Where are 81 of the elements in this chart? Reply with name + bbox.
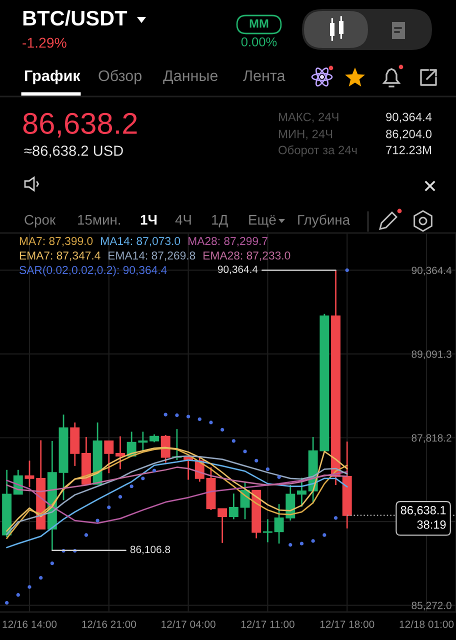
text: EMA28: 87,233.0: [204, 251, 290, 261]
text: 1Ч: [140, 215, 157, 225]
text: -1.29%: [22, 38, 66, 48]
candlestick: [104, 440, 114, 474]
y-tick-label: 89,091.3: [412, 350, 452, 360]
point: [28, 585, 32, 589]
text: 90,364.4: [386, 112, 432, 123]
point: [39, 576, 43, 580]
text: Срок: [24, 214, 56, 228]
text: MA28: 87,299.7: [188, 236, 268, 246]
text: 1Д: [212, 215, 228, 228]
x-tick-label: 12/17 18:00: [320, 620, 374, 628]
chart-title: BTC/USDT: [23, 10, 128, 26]
point: [334, 516, 338, 520]
text: SAR(0.02,0.02,0.2): 90,364.4: [20, 266, 167, 276]
text: Лента: [243, 70, 286, 82]
point: [152, 468, 156, 472]
text: 712.23M: [386, 146, 432, 154]
point: [96, 518, 100, 522]
text: MM: [250, 19, 268, 28]
text: 86,204.0: [386, 130, 432, 140]
point: [220, 428, 224, 432]
line-series: [6, 471, 348, 524]
point: [84, 533, 88, 537]
text: 4Ч: [175, 215, 191, 225]
text: MA14: 87,073.0: [101, 236, 180, 246]
x-tick-label: 12/17 11:00: [241, 620, 294, 628]
text: Данные: [163, 70, 218, 84]
point: [4, 600, 9, 605]
point: [107, 506, 111, 510]
point: [16, 593, 20, 597]
text: Глубина: [298, 214, 350, 228]
point: [186, 414, 190, 418]
point: [254, 458, 258, 462]
candlestick: [24, 460, 34, 488]
y-tick-label: 87,818.2: [412, 434, 452, 443]
point: [266, 467, 270, 472]
candlestick: [297, 477, 306, 508]
text: Ещё: [249, 215, 276, 228]
point: [277, 475, 281, 479]
annotation: 86,106.8: [130, 546, 170, 554]
text: 0.00%: [241, 37, 277, 46]
point: [232, 439, 236, 443]
point: [164, 412, 168, 416]
point: [118, 495, 122, 499]
text: 15мин.: [78, 215, 120, 225]
text: ≈86,638.2 USD: [24, 146, 123, 158]
point: [243, 450, 247, 454]
y-tick-label: 85,272.0: [412, 602, 452, 610]
point: [311, 539, 315, 543]
ref-line-label: 86,638.1 38:19: [400, 506, 446, 529]
point: [50, 561, 54, 566]
candlestick: [218, 508, 228, 544]
text: Обзор: [98, 70, 142, 84]
text: EMA7: 87,347.4: [20, 251, 100, 261]
text: Оборот за 24ч: [278, 145, 357, 157]
text: График: [25, 70, 80, 84]
text: 86,638.2: [23, 112, 137, 138]
candlestick: [262, 518, 272, 543]
point: [198, 417, 202, 422]
x-tick-label: 12/18 01:00: [400, 620, 454, 628]
x-tick-label: 12/16 14:00: [2, 620, 57, 628]
point: [141, 476, 145, 480]
point: [130, 484, 134, 488]
point: [288, 543, 292, 547]
point: [300, 542, 304, 546]
point: [345, 268, 349, 272]
x-tick-label: 12/17 04:00: [162, 620, 216, 628]
text: MA7: 87,399.0: [20, 236, 93, 246]
point: [322, 533, 326, 537]
text: МАКС, 24Ч: [278, 112, 338, 123]
annotation: 90,364.4: [218, 266, 258, 274]
candlestick: [228, 492, 238, 520]
point: [209, 420, 213, 424]
x-tick-label: 12/16 21:00: [82, 620, 136, 628]
candlestick: [116, 436, 125, 470]
text: EMA14: 87,269.8: [108, 251, 196, 261]
candlestick: [160, 434, 170, 464]
text: МИН, 24Ч: [278, 130, 332, 140]
point: [175, 413, 179, 418]
y-tick-label: 90,364.4: [412, 266, 452, 276]
